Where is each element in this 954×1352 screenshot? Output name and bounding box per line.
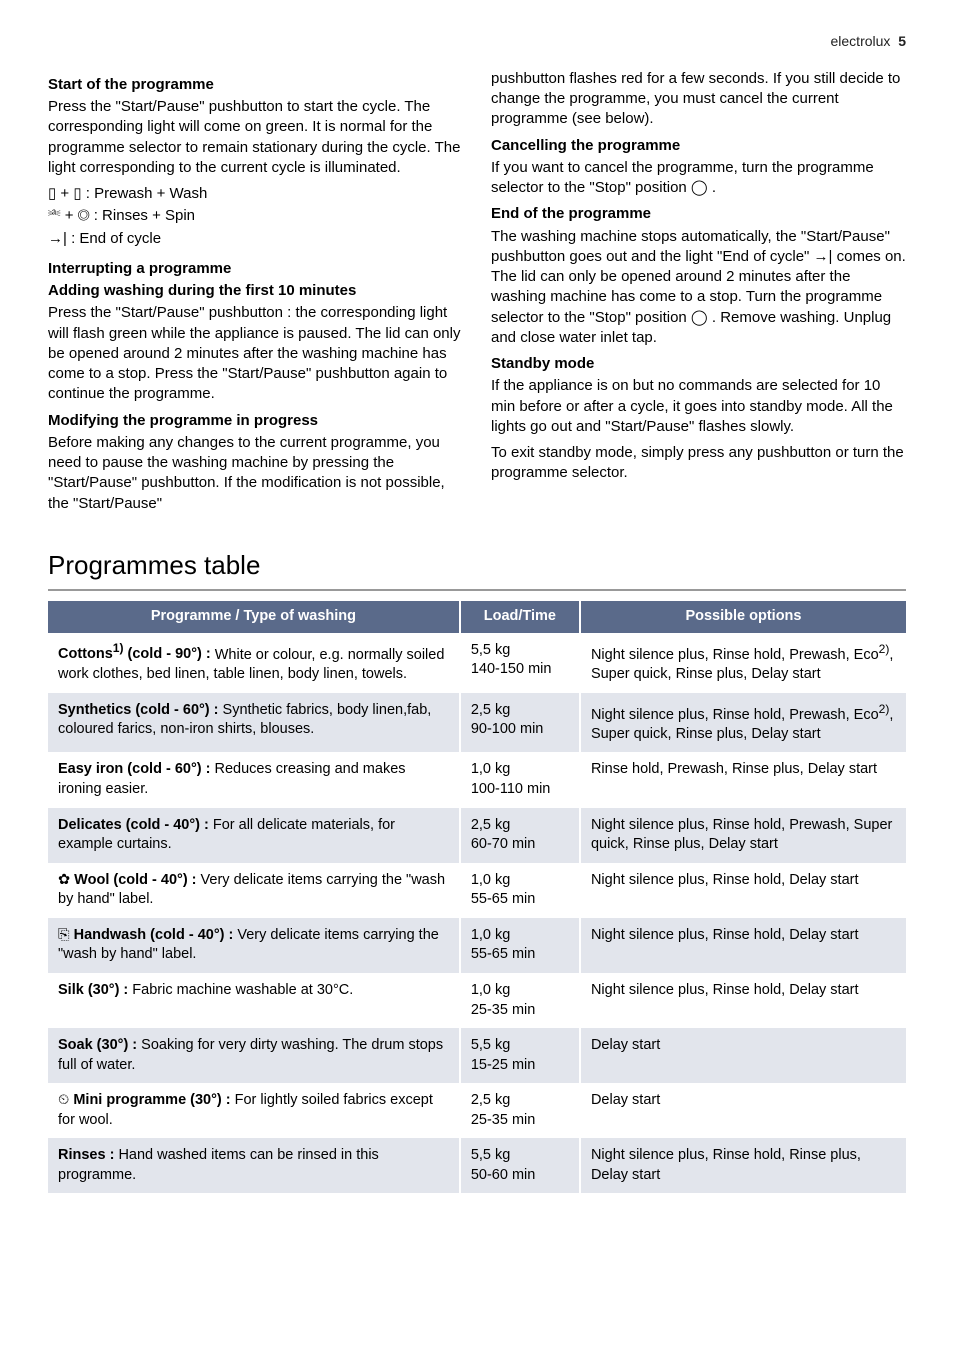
programme-icon: ⏲: [58, 1092, 69, 1108]
programme-cell: Cottons1) (cold - 90°) : White or colour…: [48, 633, 460, 693]
programme-name: Mini programme (30°) :: [69, 1092, 230, 1108]
th-programme: Programme / Type of washing: [48, 601, 460, 633]
load-time-cell: 1,0 kg100-110 min: [460, 752, 580, 807]
interrupt-heading: Interrupting a programme: [48, 259, 463, 279]
standby-text-2: To exit standby mode, simply press any p…: [491, 443, 906, 484]
adding-washing-subheading: Adding washing during the first 10 minut…: [48, 281, 463, 301]
programme-name: Soak (30°) :: [58, 1037, 137, 1053]
table-row: Rinses : Hand washed items can be rinsed…: [48, 1138, 906, 1193]
end-programme-text: The washing machine stops automatically,…: [491, 227, 906, 349]
table-row: Cottons1) (cold - 90°) : White or colour…: [48, 633, 906, 693]
th-options: Possible options: [580, 601, 906, 633]
programmes-table-title: Programmes table: [48, 548, 906, 591]
programme-cell: ⏲ Mini programme (30°) : For lightly soi…: [48, 1083, 460, 1138]
programme-name: Handwash (cold - 40°) :: [70, 927, 234, 943]
options-cell: Rinse hold, Prewash, Rinse plus, Delay s…: [580, 752, 906, 807]
programme-name: Wool (cold - 40°) :: [70, 872, 196, 888]
modifying-heading: Modifying the programme in progress: [48, 411, 463, 431]
load-time-cell: 1,0 kg55-65 min: [460, 918, 580, 973]
programme-cell: Delicates (cold - 40°) : For all delicat…: [48, 808, 460, 863]
table-row: Synthetics (cold - 60°) : Synthetic fabr…: [48, 693, 906, 753]
options-cell: Night silence plus, Rinse hold, Delay st…: [580, 973, 906, 1028]
table-row: Easy iron (cold - 60°) : Reduces creasin…: [48, 752, 906, 807]
options-cell: Night silence plus, Rinse hold, Rinse pl…: [580, 1138, 906, 1193]
load-time-cell: 2,5 kg60-70 min: [460, 808, 580, 863]
programme-cell: Soak (30°) : Soaking for very dirty wash…: [48, 1028, 460, 1083]
options-cell: Night silence plus, Rinse hold, Prewash,…: [580, 633, 906, 693]
options-cell: Delay start: [580, 1028, 906, 1083]
programme-name: Cottons1) (cold - 90°) :: [58, 646, 211, 662]
start-programme-heading: Start of the programme: [48, 75, 463, 95]
programme-name: Synthetics (cold - 60°) :: [58, 702, 219, 718]
standby-heading: Standby mode: [491, 354, 906, 374]
interrupt-text: Press the "Start/Pause" pushbutton : the…: [48, 303, 463, 404]
page-header: electrolux 5: [48, 32, 906, 51]
load-time-cell: 1,0 kg55-65 min: [460, 863, 580, 918]
programmes-table: Programme / Type of washing Load/Time Po…: [48, 601, 906, 1193]
page-number: 5: [898, 33, 906, 49]
options-cell: Night silence plus, Rinse hold, Delay st…: [580, 863, 906, 918]
table-row: ✿ Wool (cold - 40°) : Very delicate item…: [48, 863, 906, 918]
rinses-spin-line: ⎃ + ◎ : Rinses + Spin: [48, 206, 463, 226]
brand-text: electrolux: [831, 33, 891, 49]
standby-text-1: If the appliance is on but no commands a…: [491, 376, 906, 437]
end-cycle-line: →| : End of cycle: [48, 229, 463, 249]
table-row: ⎘ Handwash (cold - 40°) : Very delicate …: [48, 918, 906, 973]
programme-desc: Fabric machine washable at 30°C.: [128, 982, 353, 998]
table-row: Delicates (cold - 40°) : For all delicat…: [48, 808, 906, 863]
programme-cell: Silk (30°) : Fabric machine washable at …: [48, 973, 460, 1028]
prewash-wash-line: ▯ + ▯ : Prewash + Wash: [48, 184, 463, 204]
programme-name: Rinses :: [58, 1147, 114, 1163]
th-load-time: Load/Time: [460, 601, 580, 633]
right-column: pushbutton flashes red for a few seconds…: [491, 69, 906, 520]
cancelling-text: If you want to cancel the programme, tur…: [491, 158, 906, 199]
start-programme-text: Press the "Start/Pause" pushbutton to st…: [48, 97, 463, 178]
programme-name: Delicates (cold - 40°) :: [58, 817, 209, 833]
options-cell: Night silence plus, Rinse hold, Prewash,…: [580, 808, 906, 863]
cancelling-heading: Cancelling the programme: [491, 136, 906, 156]
programme-cell: Synthetics (cold - 60°) : Synthetic fabr…: [48, 693, 460, 753]
programme-icon: ✿: [58, 872, 70, 888]
load-time-cell: 2,5 kg90-100 min: [460, 693, 580, 753]
table-row: Soak (30°) : Soaking for very dirty wash…: [48, 1028, 906, 1083]
programme-cell: ✿ Wool (cold - 40°) : Very delicate item…: [48, 863, 460, 918]
end-programme-heading: End of the programme: [491, 204, 906, 224]
programme-icon: ⎘: [58, 927, 70, 943]
modifying-text: Before making any changes to the current…: [48, 433, 463, 514]
left-column: Start of the programme Press the "Start/…: [48, 69, 463, 520]
programme-cell: Rinses : Hand washed items can be rinsed…: [48, 1138, 460, 1193]
programme-cell: ⎘ Handwash (cold - 40°) : Very delicate …: [48, 918, 460, 973]
load-time-cell: 2,5 kg25-35 min: [460, 1083, 580, 1138]
options-cell: Night silence plus, Rinse hold, Prewash,…: [580, 693, 906, 753]
table-row: Silk (30°) : Fabric machine washable at …: [48, 973, 906, 1028]
load-time-cell: 5,5 kg140-150 min: [460, 633, 580, 693]
programme-name: Easy iron (cold - 60°) :: [58, 761, 210, 777]
options-cell: Night silence plus, Rinse hold, Delay st…: [580, 918, 906, 973]
table-row: ⏲ Mini programme (30°) : For lightly soi…: [48, 1083, 906, 1138]
load-time-cell: 5,5 kg15-25 min: [460, 1028, 580, 1083]
programme-name: Silk (30°) :: [58, 982, 128, 998]
continuation-text: pushbutton flashes red for a few seconds…: [491, 69, 906, 130]
table-header-row: Programme / Type of washing Load/Time Po…: [48, 601, 906, 633]
load-time-cell: 1,0 kg25-35 min: [460, 973, 580, 1028]
programme-cell: Easy iron (cold - 60°) : Reduces creasin…: [48, 752, 460, 807]
options-cell: Delay start: [580, 1083, 906, 1138]
two-column-body: Start of the programme Press the "Start/…: [48, 69, 906, 520]
load-time-cell: 5,5 kg50-60 min: [460, 1138, 580, 1193]
